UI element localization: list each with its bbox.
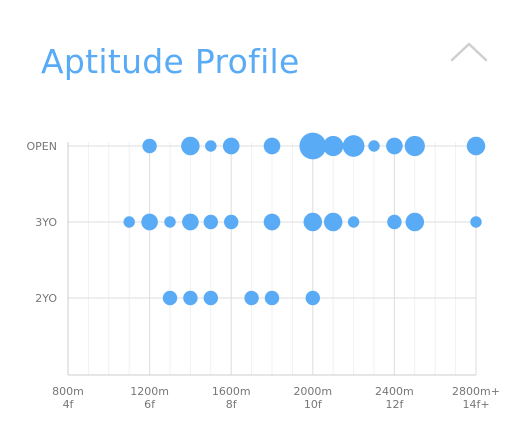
data-point[interactable] <box>466 136 486 156</box>
category-label: 2YO <box>35 292 57 305</box>
x-tick-sublabel: 14f+ <box>462 398 489 411</box>
data-point[interactable] <box>323 212 343 232</box>
category-label: 3YO <box>35 216 57 229</box>
data-point[interactable] <box>203 214 218 230</box>
data-point[interactable] <box>299 132 327 160</box>
data-point[interactable] <box>323 135 344 157</box>
data-point[interactable] <box>183 290 198 306</box>
minor-grid <box>87 142 457 375</box>
x-tick-label: 1200m <box>130 385 169 398</box>
data-point[interactable] <box>368 140 380 152</box>
data-point[interactable] <box>162 290 178 306</box>
data-point[interactable] <box>405 212 425 232</box>
x-tick-sublabel: 6f <box>144 398 156 411</box>
data-point[interactable] <box>305 290 320 306</box>
data-point[interactable] <box>181 136 200 156</box>
data-point[interactable] <box>303 212 323 232</box>
data-points <box>123 132 486 306</box>
data-point[interactable] <box>164 216 176 228</box>
chevron-up-icon <box>450 42 488 62</box>
x-tick-sublabel: 8f <box>226 398 238 411</box>
data-point[interactable] <box>342 135 365 157</box>
collapse-button[interactable] <box>448 38 490 68</box>
x-tick-label: 2800m+ <box>452 385 500 398</box>
data-point[interactable] <box>123 216 135 228</box>
data-point[interactable] <box>244 290 259 306</box>
x-tick-label: 800m <box>52 385 84 398</box>
data-point[interactable] <box>141 213 158 231</box>
chart-axis <box>67 142 476 376</box>
data-point[interactable] <box>387 214 402 230</box>
category-label: OPEN <box>27 140 57 153</box>
data-point[interactable] <box>142 138 157 154</box>
y-axis-labels: OPEN 3YO 2YO <box>27 140 58 305</box>
x-tick-label: 2400m <box>375 385 414 398</box>
x-tick-label: 1600m <box>212 385 251 398</box>
x-tick-sublabel: 12f <box>385 398 404 411</box>
data-point[interactable] <box>347 216 360 228</box>
data-point[interactable] <box>263 213 281 231</box>
data-point[interactable] <box>182 213 199 231</box>
data-point[interactable] <box>263 137 281 155</box>
data-point[interactable] <box>264 290 280 306</box>
x-tick-sublabel: 4f <box>63 398 75 411</box>
data-point[interactable] <box>404 135 425 157</box>
data-point[interactable] <box>222 137 240 155</box>
card-title: Aptitude Profile <box>41 42 300 81</box>
x-tick-sublabel: 10f <box>304 398 323 411</box>
data-point[interactable] <box>224 214 239 230</box>
data-point[interactable] <box>386 137 403 155</box>
data-point[interactable] <box>470 216 482 228</box>
data-point[interactable] <box>203 290 218 306</box>
x-tick-label: 2000m <box>293 385 332 398</box>
data-point[interactable] <box>205 140 217 152</box>
major-grid <box>67 142 477 375</box>
